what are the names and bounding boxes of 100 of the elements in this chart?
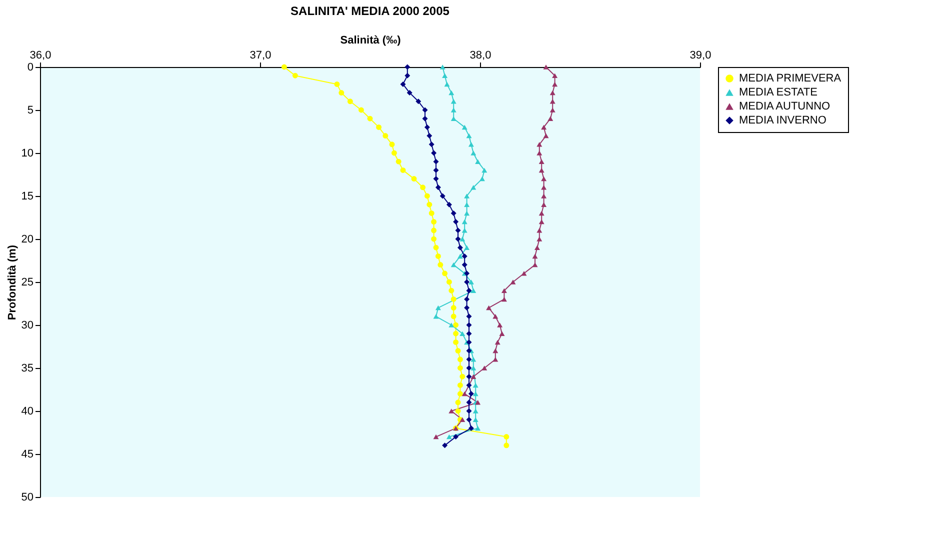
point bbox=[497, 322, 503, 328]
point bbox=[431, 236, 437, 242]
point bbox=[462, 124, 468, 130]
point bbox=[455, 228, 461, 234]
point bbox=[400, 167, 406, 173]
point bbox=[552, 82, 558, 87]
point bbox=[541, 176, 547, 182]
legend-label: MEDIA ESTATE bbox=[739, 86, 818, 98]
point bbox=[470, 185, 476, 190]
point bbox=[367, 116, 373, 122]
point bbox=[475, 159, 481, 164]
y-tick-label: 5 bbox=[27, 104, 34, 116]
point bbox=[455, 236, 461, 242]
point bbox=[431, 228, 437, 234]
point bbox=[450, 314, 456, 320]
point bbox=[457, 365, 463, 371]
point bbox=[450, 99, 456, 104]
point bbox=[453, 219, 459, 225]
point bbox=[431, 150, 437, 156]
point bbox=[455, 408, 461, 414]
chart-title: SALINITA' MEDIA 2000 2005 bbox=[290, 4, 450, 18]
point bbox=[541, 202, 547, 207]
point bbox=[424, 124, 430, 130]
point bbox=[422, 107, 428, 113]
point bbox=[450, 210, 456, 216]
point bbox=[433, 244, 439, 250]
point bbox=[482, 366, 488, 370]
point bbox=[442, 442, 448, 448]
x-tick-label: 37,0 bbox=[250, 50, 272, 62]
point bbox=[438, 262, 444, 268]
point bbox=[435, 253, 441, 259]
point bbox=[462, 253, 468, 259]
y-tick-label: 20 bbox=[21, 234, 34, 246]
y-tick-label: 0 bbox=[27, 62, 34, 74]
point bbox=[504, 434, 510, 440]
point bbox=[472, 382, 478, 388]
point bbox=[347, 98, 353, 104]
y-tick-label: 45 bbox=[21, 448, 34, 460]
point bbox=[510, 280, 516, 284]
point bbox=[446, 202, 452, 208]
point bbox=[472, 408, 478, 414]
point bbox=[466, 288, 472, 294]
point bbox=[466, 314, 472, 320]
point bbox=[457, 391, 463, 397]
point bbox=[492, 314, 498, 319]
point bbox=[424, 193, 430, 199]
point bbox=[450, 262, 456, 268]
point bbox=[433, 314, 439, 319]
point bbox=[464, 270, 470, 276]
point bbox=[464, 210, 470, 216]
point bbox=[501, 296, 507, 302]
point bbox=[440, 193, 446, 199]
point bbox=[468, 280, 474, 284]
y-tick-label: 25 bbox=[21, 276, 34, 288]
point bbox=[538, 210, 544, 216]
point bbox=[466, 400, 472, 406]
y-tick-label: 10 bbox=[21, 148, 34, 160]
point bbox=[426, 133, 432, 139]
point bbox=[466, 374, 472, 380]
point bbox=[453, 330, 459, 336]
point bbox=[448, 408, 454, 414]
point bbox=[470, 366, 476, 370]
point bbox=[292, 72, 298, 78]
point bbox=[457, 244, 463, 250]
point bbox=[492, 348, 498, 354]
point bbox=[541, 185, 547, 190]
point bbox=[460, 417, 466, 422]
point bbox=[420, 184, 426, 190]
y-tick-label: 30 bbox=[21, 320, 34, 332]
point bbox=[440, 64, 446, 70]
point bbox=[281, 64, 287, 70]
x-tick-label: 38,0 bbox=[470, 50, 492, 62]
point bbox=[550, 90, 556, 96]
y-tick-label: 50 bbox=[21, 492, 34, 504]
point bbox=[358, 107, 364, 113]
point bbox=[536, 142, 542, 147]
point bbox=[464, 202, 470, 207]
point bbox=[492, 357, 498, 362]
y-tick-label: 40 bbox=[21, 406, 34, 418]
point bbox=[453, 434, 459, 440]
point bbox=[391, 150, 397, 156]
point bbox=[448, 288, 454, 294]
point bbox=[460, 236, 466, 242]
point bbox=[453, 339, 459, 345]
point bbox=[389, 142, 395, 148]
point bbox=[468, 142, 474, 147]
y-tick-label: 35 bbox=[21, 362, 34, 374]
point bbox=[468, 425, 474, 431]
point bbox=[444, 82, 450, 87]
point bbox=[466, 365, 472, 371]
point bbox=[536, 228, 542, 233]
point bbox=[450, 296, 456, 302]
point bbox=[548, 116, 554, 121]
point bbox=[472, 417, 478, 422]
point bbox=[534, 245, 540, 250]
point bbox=[482, 168, 488, 173]
point bbox=[455, 400, 461, 406]
point bbox=[550, 108, 556, 112]
x-axis-title: Salinità (‰) bbox=[340, 34, 402, 46]
point bbox=[466, 416, 472, 422]
